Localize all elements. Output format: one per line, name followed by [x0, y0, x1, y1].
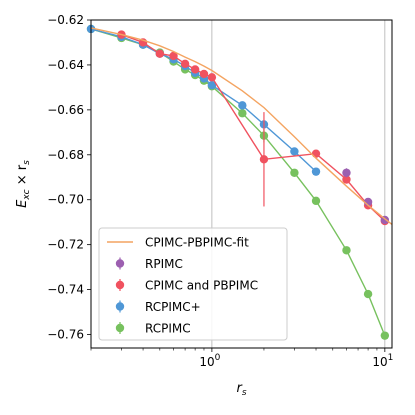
y-tick-label: −0.66: [47, 103, 84, 117]
legend-item: RCPIMC+: [115, 300, 201, 314]
legend-marker-swatch: [115, 323, 125, 333]
legend: CPIMC-PBPIMC-fit RPIMC CPIMC and PBPIMC RCP…: [98, 227, 288, 341]
legend-item: CPIMC and PBPIMC: [115, 279, 258, 293]
data-point: [199, 69, 209, 79]
series-line: [90, 27, 393, 225]
legend-label: CPIMC-PBPIMC-fit: [145, 236, 249, 250]
data-point: [311, 167, 321, 176]
data-point: [311, 196, 321, 206]
series-line: [121, 33, 386, 222]
data-point: [169, 51, 178, 61]
x-tick-label: 100: [199, 353, 220, 369]
data-point: [207, 73, 217, 82]
data-point: [238, 109, 247, 118]
data-point: [190, 65, 200, 74]
y-axis-label: Exc × rs: [15, 160, 32, 208]
series-line: [90, 28, 317, 173]
legend-marker-swatch: [115, 280, 125, 290]
y-tick-label: −0.76: [47, 328, 84, 342]
data-point: [342, 175, 351, 184]
y-tick-label: −0.64: [47, 58, 84, 72]
data-point: [207, 80, 217, 90]
legend-item: RPIMC: [115, 257, 183, 271]
series-rcpimc-: [86, 24, 321, 176]
plot-frame: [90, 19, 393, 349]
axis-ticks: −0.62 −0.64 −0.66 −0.68 −0.70 −0.72 −0.74 −0.76…: [47, 13, 393, 369]
data-point: [380, 331, 390, 340]
data-point: [238, 101, 247, 110]
data-point: [342, 168, 351, 177]
legend-item: CPIMC-PBPIMC-fit: [107, 236, 249, 250]
y-tick-label: −0.74: [47, 283, 84, 297]
data-point: [290, 168, 299, 177]
y-tick-label: −0.70: [47, 193, 84, 207]
plot-series: [86, 24, 393, 340]
legend-box: [98, 227, 288, 341]
y-tick-label: −0.72: [47, 238, 84, 252]
data-point: [363, 289, 373, 299]
y-tick-label: −0.62: [47, 13, 84, 27]
x-axis-label: rs: [236, 381, 246, 398]
data-point: [290, 147, 299, 156]
legend-label: RCPIMC+: [145, 300, 201, 314]
data-point: [259, 155, 269, 164]
legend-item: RCPIMC: [115, 322, 191, 336]
axis-labels: rs Exc × rs: [15, 160, 247, 398]
legend-label: CPIMC and PBPIMC: [145, 279, 258, 293]
legend-marker-swatch: [115, 302, 125, 311]
series-cpimc-pbpimc-fit: [90, 27, 393, 225]
data-point: [342, 246, 351, 255]
x-tick-label: 101: [372, 353, 393, 369]
legend-marker-swatch: [115, 259, 125, 268]
series-cpimc-and-pbpimc: [117, 30, 390, 226]
legend-label: RCPIMC: [145, 322, 191, 336]
y-tick-label: −0.68: [47, 148, 84, 162]
data-point: [311, 149, 321, 158]
data-point: [155, 49, 165, 58]
data-point: [180, 59, 190, 69]
legend-label: RPIMC: [145, 257, 183, 271]
